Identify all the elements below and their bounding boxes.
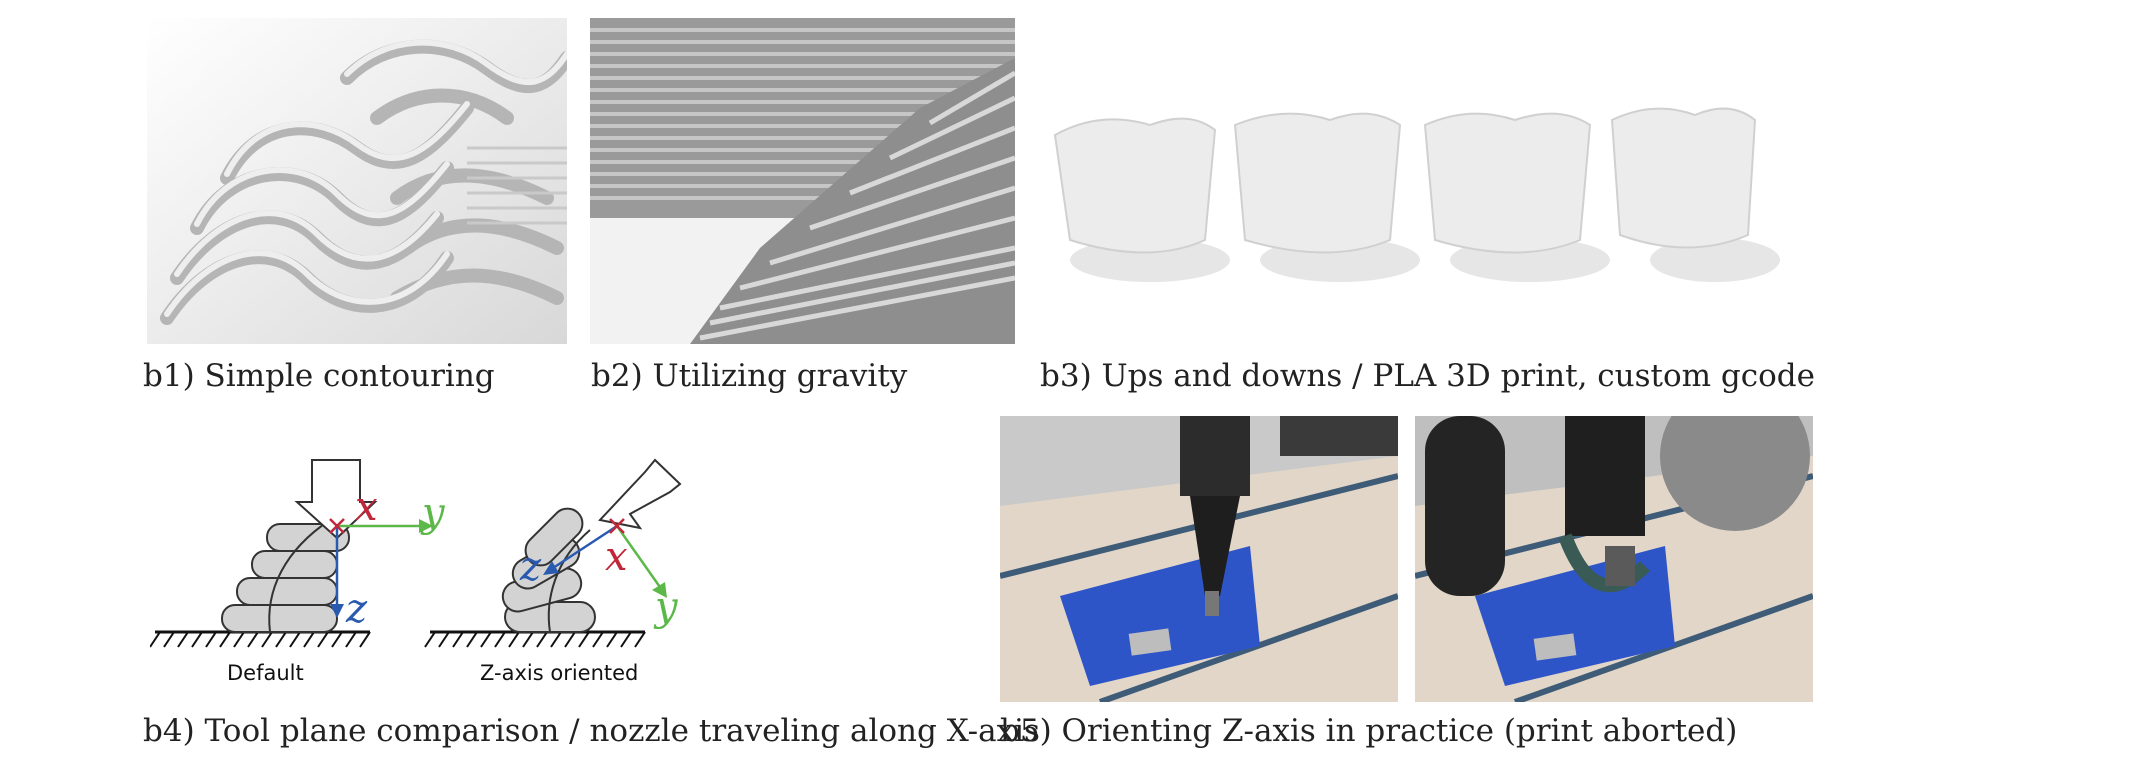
axis-x-label-oriented: x xyxy=(605,534,628,580)
caption-b3: b3) Ups and downs / PLA 3D print, custom… xyxy=(1040,358,1815,394)
photo-simple-contouring xyxy=(147,18,567,344)
axis-z-label-oriented: z xyxy=(519,544,542,590)
tool-plane-diagram: x y z Default xyxy=(150,440,710,690)
default-label: Default xyxy=(227,661,304,685)
oriented-label: Z-axis oriented xyxy=(480,661,638,685)
caption-b5: b5) Orienting Z-axis in practice (print … xyxy=(1000,713,1738,749)
photo-robot-print-left xyxy=(1000,416,1398,702)
axis-y-label-default: y xyxy=(420,490,446,536)
axis-y-label-oriented: y xyxy=(653,584,679,630)
caption-b1: b1) Simple contouring xyxy=(143,358,495,394)
photo-ups-and-downs xyxy=(1040,90,1780,300)
axis-z-label-default: z xyxy=(345,586,368,632)
default-diagram: x y z Default xyxy=(150,459,446,685)
axis-x-label-default: x xyxy=(355,484,378,530)
caption-b4: b4) Tool plane comparison / nozzle trave… xyxy=(143,713,1040,749)
photo-utilizing-gravity xyxy=(590,18,1015,344)
caption-b2: b2) Utilizing gravity xyxy=(591,358,908,394)
oriented-diagram: x y z Z-axis oriented xyxy=(424,458,682,685)
photo-robot-print-right xyxy=(1415,416,1813,702)
